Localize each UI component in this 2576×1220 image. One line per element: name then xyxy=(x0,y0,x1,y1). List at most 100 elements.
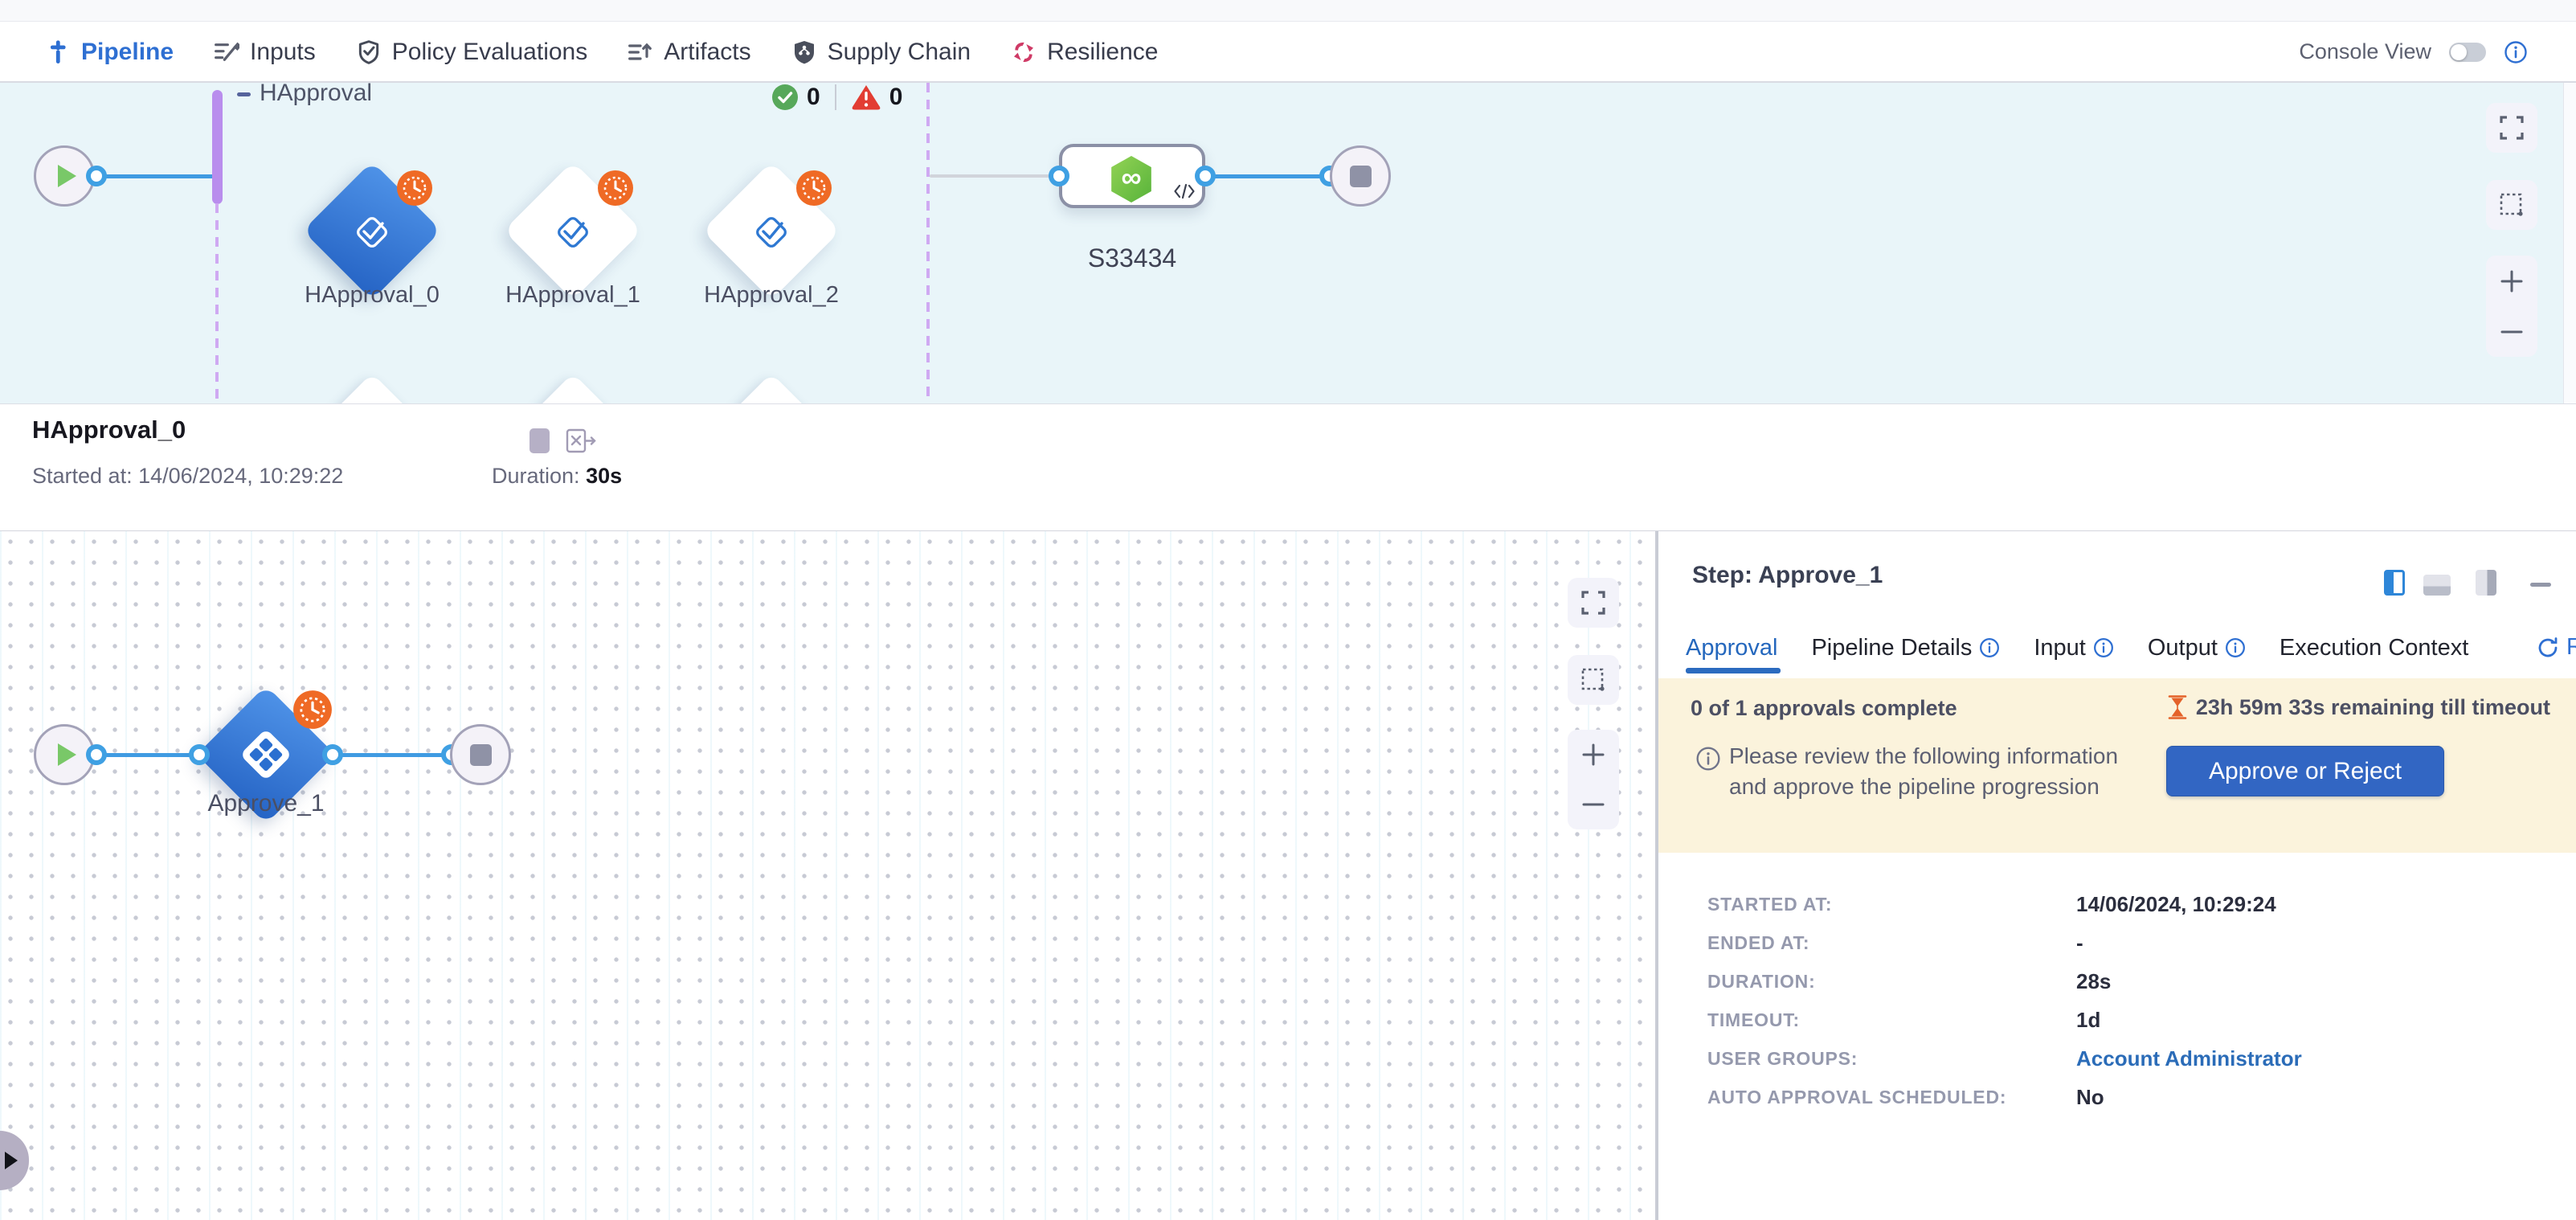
console-view-toggle[interactable] xyxy=(2449,42,2486,62)
tab-pipeline-details[interactable]: Pipeline Details xyxy=(1811,635,2000,661)
stop-icon xyxy=(469,743,492,766)
panel-tab-group: Approval Pipeline Details Input Output E… xyxy=(1686,626,2468,669)
approval-group-icon xyxy=(236,725,296,784)
marquee-icon xyxy=(1581,668,1605,691)
badge-divider xyxy=(834,84,836,110)
detail-row: AUTO APPROVAL SCHEDULED: No xyxy=(1707,1078,2543,1116)
artifacts-icon xyxy=(628,43,652,60)
zoom-in-button[interactable] xyxy=(1580,742,1606,768)
play-icon xyxy=(58,165,76,187)
detail-label: AUTO APPROVAL SCHEDULED: xyxy=(1707,1086,2007,1107)
node-port xyxy=(1195,166,1216,186)
step-node-happroval-2[interactable] xyxy=(701,161,841,301)
tab-input[interactable]: Input xyxy=(2034,635,2114,661)
info-icon[interactable] xyxy=(2093,637,2114,658)
step-node-happroval-1[interactable] xyxy=(503,161,643,301)
tab-label: Inputs xyxy=(250,38,316,65)
stage-name[interactable]: HApproval xyxy=(260,83,373,106)
detail-value: 28s xyxy=(2076,968,2112,993)
step-node-approve-1[interactable] xyxy=(196,685,336,825)
zoom-in-button[interactable] xyxy=(2499,268,2525,294)
svg-text:∞: ∞ xyxy=(1121,162,1141,193)
stage-collapse-icon[interactable] xyxy=(237,92,251,96)
tab-resilience[interactable]: Resilience xyxy=(1011,39,1158,66)
detail-value: 14/06/2024, 10:29:24 xyxy=(2076,891,2276,916)
stop-icon xyxy=(1349,165,1372,187)
refresh-button[interactable]: Re xyxy=(2536,634,2576,661)
pipeline-icon xyxy=(50,39,66,63)
tab-policy-evaluations[interactable]: Policy Evaluations xyxy=(356,39,587,66)
chevron-right-icon xyxy=(5,1152,18,1169)
layout-bottom-icon[interactable] xyxy=(2423,575,2451,596)
scrollbar-track[interactable] xyxy=(2563,83,2576,403)
fullscreen-button[interactable] xyxy=(1568,578,1619,628)
timeout-text: 23h 59m 33s remaining till timeout xyxy=(2195,694,2550,719)
fullscreen-button[interactable] xyxy=(2486,103,2537,153)
node-port xyxy=(86,744,107,765)
tab-pipeline[interactable]: Pipeline xyxy=(45,39,174,66)
tab-group: Pipeline Inputs Policy Evaluations Artif… xyxy=(45,23,1158,81)
minimize-panel-icon[interactable] xyxy=(2530,583,2551,587)
marquee-select-button[interactable] xyxy=(2486,180,2537,230)
failed-badge-icon xyxy=(852,85,881,110)
tab-label: Approval xyxy=(1686,634,1778,661)
zoom-out-button[interactable] xyxy=(1580,792,1606,817)
duration-value: 30s xyxy=(586,464,623,488)
service-node-s33434[interactable]: ∞ xyxy=(1059,144,1205,208)
marquee-select-button[interactable] xyxy=(1568,655,1619,705)
tab-supply-chain[interactable]: Supply Chain xyxy=(791,39,971,66)
message-line-1: Please review the following information xyxy=(1729,743,2119,768)
step-details-panel: Step: Approve_1 Approval Pipeline Detail… xyxy=(1657,531,2576,1220)
tab-execution-context[interactable]: Execution Context xyxy=(2280,635,2468,661)
tab-label: Input xyxy=(2034,634,2086,661)
info-icon[interactable] xyxy=(1979,637,2000,658)
code-icon xyxy=(1174,183,1195,199)
detail-value: No xyxy=(2076,1084,2104,1109)
execution-tabbar: Pipeline Inputs Policy Evaluations Artif… xyxy=(0,23,2576,104)
layout-right-icon[interactable] xyxy=(2476,570,2496,596)
success-count: 0 xyxy=(807,84,820,110)
panel-title: Step: Approve_1 xyxy=(1692,562,1883,588)
edge-service-to-end xyxy=(1205,174,1330,178)
zoom-out-button[interactable] xyxy=(2499,319,2525,345)
tab-output[interactable]: Output xyxy=(2148,635,2246,661)
window-top-strip xyxy=(0,0,2576,22)
export-step-icon[interactable] xyxy=(564,425,596,457)
info-icon[interactable] xyxy=(2504,40,2528,64)
step-details-list: STARTED AT: 14/06/2024, 10:29:24 ENDED A… xyxy=(1707,885,2543,1116)
pipeline-end-node[interactable] xyxy=(1330,145,1391,207)
clipped-step-node xyxy=(518,373,628,403)
detail-row: DURATION: 28s xyxy=(1707,962,2543,1001)
info-bar-title: HApproval_0 xyxy=(32,416,186,444)
graph-start-node[interactable] xyxy=(34,724,95,785)
edge-start-to-stage xyxy=(96,174,214,178)
approve-or-reject-button[interactable]: Approve or Reject xyxy=(2166,746,2444,796)
detail-row: STARTED AT: 14/06/2024, 10:29:24 xyxy=(1707,885,2543,923)
fullscreen-icon xyxy=(2500,116,2524,140)
pipeline-start-node[interactable] xyxy=(34,145,95,207)
marquee-icon xyxy=(2500,193,2523,216)
tab-artifacts[interactable]: Artifacts xyxy=(628,39,751,66)
tab-approval[interactable]: Approval xyxy=(1686,635,1777,661)
detail-label: TIMEOUT: xyxy=(1707,1009,1800,1030)
approval-step-icon xyxy=(748,207,795,254)
tab-inputs[interactable]: Inputs xyxy=(214,39,316,66)
stage-execution-graph: HApproval 0 0 HApproval_0 HApproval_1 HA… xyxy=(0,83,2576,403)
layout-split-left-icon[interactable] xyxy=(2384,570,2405,596)
stop-step-icon[interactable] xyxy=(530,428,550,453)
approval-step-icon xyxy=(349,207,395,254)
expand-left-panel-handle[interactable] xyxy=(0,1131,29,1190)
info-icon xyxy=(1696,747,1720,771)
step-label: HApproval_2 xyxy=(704,282,839,308)
user-groups-link[interactable]: Account Administrator xyxy=(2076,1046,2302,1071)
step-node-happroval-0[interactable] xyxy=(302,161,442,301)
detail-label: STARTED AT: xyxy=(1707,893,1833,915)
clipped-step-node xyxy=(717,373,826,403)
timeout-remaining: 23h 59m 33s remaining till timeout xyxy=(2167,694,2550,720)
graph-end-node[interactable] xyxy=(450,724,511,785)
info-icon[interactable] xyxy=(2225,637,2246,658)
node-port xyxy=(322,744,343,765)
detail-label: ENDED AT: xyxy=(1707,931,1810,953)
console-view-area: Console View xyxy=(2299,23,2528,81)
zoom-controls xyxy=(1568,730,1619,829)
